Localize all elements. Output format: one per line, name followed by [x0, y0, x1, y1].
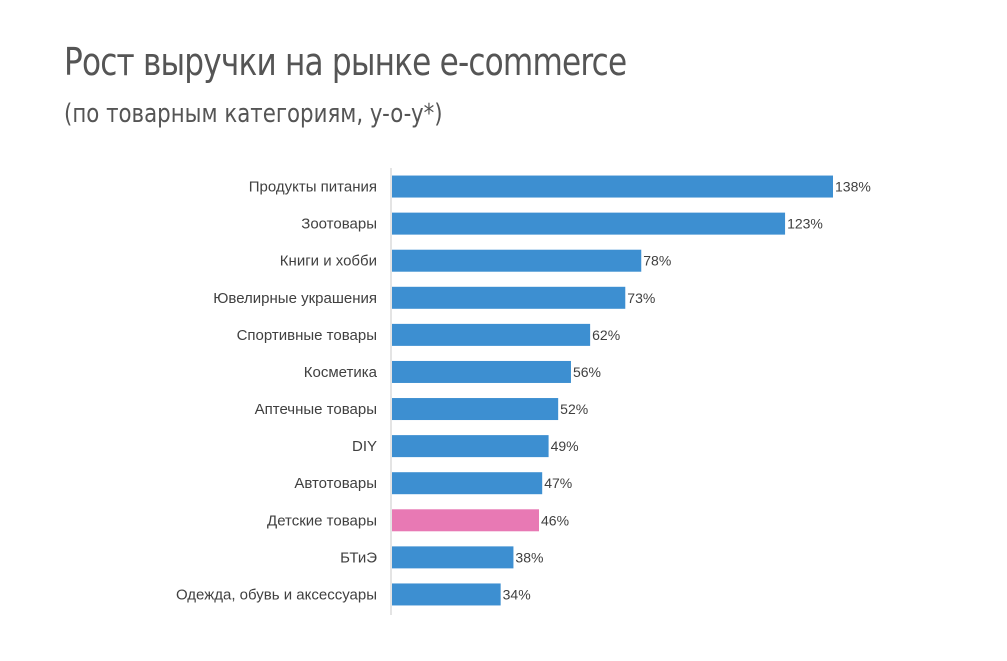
- bar: [392, 435, 549, 458]
- bar: [392, 212, 786, 235]
- category-label: Одежда, обувь и аксессуары: [176, 586, 377, 603]
- value-label: 73%: [627, 290, 655, 306]
- category-label: Детские товары: [267, 512, 377, 529]
- bar: [392, 472, 543, 495]
- category-label: Зоотовары: [301, 216, 377, 233]
- bar: [392, 286, 626, 309]
- bar: [392, 546, 514, 569]
- category-label: Продукты питания: [249, 179, 377, 196]
- category-label: Ювелирные украшения: [213, 290, 377, 307]
- value-label: 38%: [515, 549, 543, 565]
- bar: [392, 360, 571, 383]
- bar: [392, 175, 833, 198]
- value-label: 34%: [503, 586, 531, 602]
- chart-title: Рост выручки на рынке e-commerce: [64, 40, 627, 84]
- bar-highlighted: [392, 509, 539, 532]
- value-label: 52%: [560, 401, 588, 417]
- category-label: Автотовары: [294, 475, 377, 492]
- value-label: 47%: [544, 475, 572, 491]
- bar: [392, 249, 642, 272]
- category-label: Аптечные товары: [255, 401, 377, 418]
- bar: [392, 323, 591, 346]
- category-label: DIY: [352, 438, 377, 455]
- value-label: 46%: [541, 512, 569, 528]
- value-label: 78%: [643, 253, 671, 269]
- category-label: БТиЭ: [340, 549, 377, 566]
- category-label: Книги и хобби: [280, 253, 377, 270]
- category-label: Спортивные товары: [237, 327, 377, 344]
- value-label: 56%: [573, 364, 601, 380]
- category-label: Косметика: [304, 364, 378, 381]
- value-label: 123%: [787, 216, 823, 232]
- chart-subtitle: (по товарным категориям, y-o-y*): [64, 99, 443, 129]
- bar: [392, 398, 559, 421]
- value-label: 138%: [835, 179, 871, 195]
- bar: [392, 583, 501, 606]
- value-label: 62%: [592, 327, 620, 343]
- value-label: 49%: [551, 438, 579, 454]
